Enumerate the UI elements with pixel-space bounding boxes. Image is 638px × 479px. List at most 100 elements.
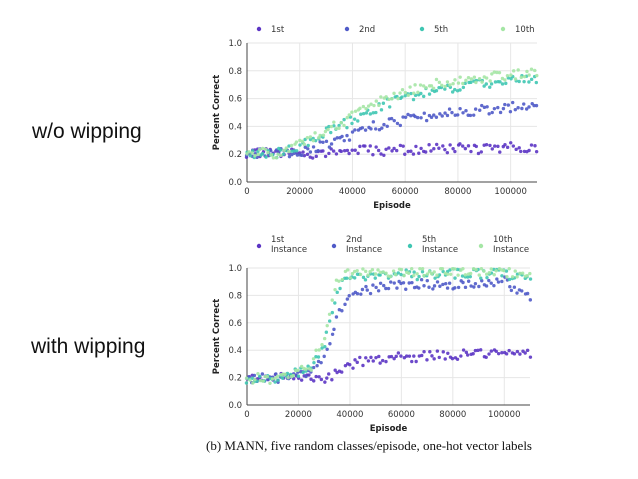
data-point bbox=[323, 129, 328, 134]
legend-label-line: Instance bbox=[422, 245, 458, 255]
data-point bbox=[484, 355, 488, 359]
data-point bbox=[479, 348, 483, 352]
data-point bbox=[465, 353, 470, 357]
data-point bbox=[304, 367, 308, 371]
data-point bbox=[361, 267, 365, 271]
data-point bbox=[256, 152, 260, 157]
data-point bbox=[508, 285, 512, 289]
data-point bbox=[345, 148, 350, 153]
data-point bbox=[529, 77, 534, 82]
data-point bbox=[333, 287, 337, 292]
data-point bbox=[377, 354, 381, 359]
data-point bbox=[423, 150, 428, 154]
data-point bbox=[527, 105, 531, 109]
data-point bbox=[429, 149, 433, 153]
data-point bbox=[416, 90, 420, 95]
data-point bbox=[352, 117, 357, 121]
figure-caption: (b) MANN, five random classes/episode, o… bbox=[206, 438, 532, 453]
data-point bbox=[343, 302, 347, 307]
data-point bbox=[290, 152, 294, 157]
y-tick-label: 0.6 bbox=[228, 95, 242, 105]
data-point bbox=[429, 272, 434, 276]
data-point bbox=[482, 269, 486, 273]
data-point bbox=[340, 309, 344, 313]
data-point bbox=[370, 268, 375, 272]
data-point bbox=[412, 91, 416, 95]
data-point bbox=[445, 286, 450, 290]
data-point bbox=[352, 269, 357, 274]
data-point bbox=[504, 352, 509, 356]
data-point bbox=[513, 107, 518, 112]
data-point bbox=[513, 269, 517, 273]
data-point bbox=[490, 110, 494, 115]
data-point bbox=[417, 274, 421, 279]
data-point bbox=[345, 297, 350, 301]
data-point bbox=[371, 111, 375, 115]
data-point bbox=[493, 144, 497, 148]
data-point bbox=[417, 286, 421, 290]
data-point bbox=[342, 123, 346, 128]
data-point bbox=[463, 273, 468, 277]
data-point bbox=[458, 106, 462, 111]
y-tick-label: 1.0 bbox=[228, 264, 242, 274]
data-point bbox=[287, 149, 291, 154]
series-4 bbox=[245, 67, 539, 160]
data-point bbox=[535, 73, 539, 78]
data-point bbox=[330, 310, 335, 315]
data-point bbox=[361, 104, 366, 109]
data-point bbox=[522, 79, 526, 84]
data-point bbox=[413, 83, 417, 87]
data-point bbox=[306, 147, 310, 151]
data-point bbox=[435, 280, 440, 284]
data-point bbox=[382, 153, 386, 157]
data-point bbox=[337, 279, 341, 283]
data-point bbox=[299, 364, 304, 369]
data-point bbox=[520, 106, 524, 111]
data-point bbox=[291, 373, 296, 378]
legend-label: 5th Instance bbox=[422, 235, 458, 255]
data-point bbox=[403, 115, 408, 119]
data-point bbox=[275, 374, 280, 378]
data-point bbox=[345, 133, 349, 138]
data-point bbox=[432, 284, 437, 288]
data-point bbox=[368, 112, 373, 116]
data-point bbox=[453, 149, 457, 154]
y-tick-label: 0.2 bbox=[228, 374, 242, 384]
data-point bbox=[380, 358, 385, 363]
data-point bbox=[479, 266, 484, 271]
data-point bbox=[264, 155, 268, 159]
data-point bbox=[371, 359, 375, 363]
data-point bbox=[332, 327, 336, 332]
data-point bbox=[534, 80, 539, 85]
data-point bbox=[410, 280, 414, 285]
data-point bbox=[261, 379, 265, 383]
data-point bbox=[276, 378, 280, 382]
data-point bbox=[321, 140, 325, 144]
data-point bbox=[292, 151, 297, 155]
data-point bbox=[355, 292, 360, 296]
data-point bbox=[432, 357, 436, 361]
data-point bbox=[406, 93, 410, 97]
data-point bbox=[448, 143, 452, 147]
data-point bbox=[492, 272, 496, 277]
data-point bbox=[412, 354, 416, 358]
data-point bbox=[296, 368, 300, 373]
data-point bbox=[294, 140, 299, 144]
data-point bbox=[260, 372, 265, 376]
chart-without-wiping: 0.0 0.2 0.4 0.6 0.8 1.0 0 20000 40000 60000 80000 1… bbox=[212, 25, 539, 211]
legend-label: 5th bbox=[434, 25, 448, 35]
data-point bbox=[321, 133, 326, 137]
legend-label-line: Instance bbox=[346, 245, 382, 255]
data-point bbox=[507, 277, 512, 282]
data-point bbox=[340, 277, 344, 282]
data-point bbox=[533, 144, 537, 148]
data-point bbox=[368, 144, 372, 148]
data-point bbox=[515, 275, 519, 279]
data-point bbox=[389, 354, 394, 359]
data-point bbox=[330, 378, 334, 382]
data-point bbox=[340, 134, 344, 139]
data-point bbox=[395, 148, 399, 153]
data-point bbox=[497, 70, 502, 75]
data-point bbox=[528, 355, 533, 359]
data-point bbox=[419, 278, 424, 282]
